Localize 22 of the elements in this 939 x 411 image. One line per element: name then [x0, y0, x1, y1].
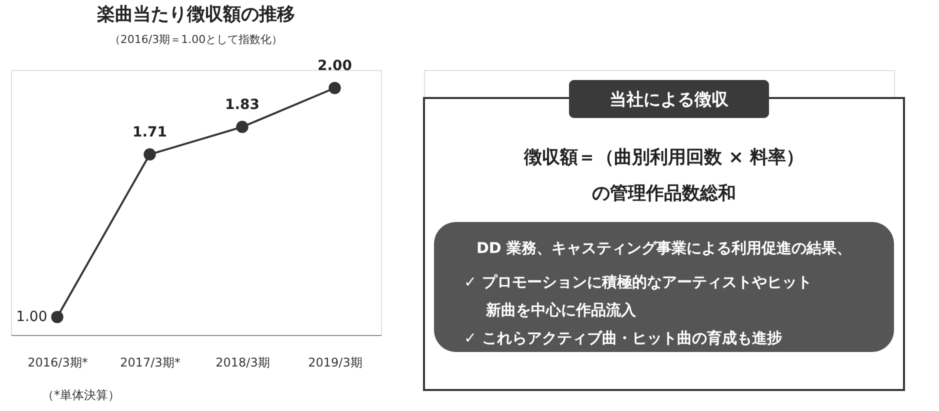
x-tick-label: 2016/3期* — [28, 356, 88, 370]
text: の管理作品数総和 — [592, 183, 736, 204]
data-label: 1.00 — [16, 309, 48, 325]
point — [328, 82, 341, 94]
data-label: 1.71 — [132, 124, 168, 140]
point — [51, 310, 64, 324]
text: （*単体決算） — [42, 388, 120, 402]
text: ✓ プロモーションに積極的なアーティストやヒット — [464, 273, 812, 291]
x-tick-label: 2019/3期 — [308, 356, 362, 370]
text: 当社による徴収 — [610, 90, 730, 110]
data-label: 1.83 — [224, 96, 260, 113]
x-tick-label: 2018/3期 — [216, 356, 270, 370]
point — [236, 120, 248, 134]
text: ✓ これらアクティブ曲・ヒット曲の育成も進捗 — [464, 329, 782, 347]
data-label: 2.00 — [317, 58, 352, 74]
text: 徴収額＝（曲別利用回数 × 料率） — [523, 147, 804, 168]
chart-title: 楽曲当たり徴収額の推移 — [96, 4, 295, 25]
point — [144, 148, 156, 161]
text: 新曲を中心に作品流入 — [485, 301, 637, 319]
x-tick-label: 2017/3期* — [120, 356, 180, 370]
text: DD 業務、キャスティング事業による利用促進の結果、 — [476, 239, 852, 257]
chart-subtitle: （2016/3期＝1.00として指数化） — [109, 33, 283, 46]
